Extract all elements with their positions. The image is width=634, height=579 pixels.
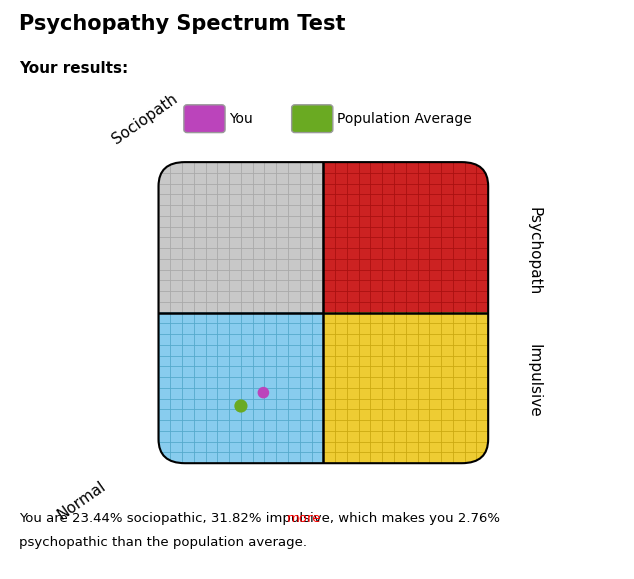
Text: Psychopath: Psychopath bbox=[527, 207, 542, 295]
Text: Psychopathy Spectrum Test: Psychopathy Spectrum Test bbox=[19, 14, 346, 35]
Text: Your results:: Your results: bbox=[19, 61, 128, 76]
Text: Population Average: Population Average bbox=[337, 112, 472, 126]
Text: You are 23.44% sociopathic, 31.82% impulsive, which makes you 2.76%: You are 23.44% sociopathic, 31.82% impul… bbox=[19, 512, 504, 525]
Text: Impulsive: Impulsive bbox=[527, 345, 542, 418]
Text: Normal: Normal bbox=[55, 478, 109, 522]
Text: Sociopath: Sociopath bbox=[109, 91, 180, 147]
Text: psychopathic than the population average.: psychopathic than the population average… bbox=[19, 536, 307, 548]
Point bbox=[258, 388, 268, 397]
Text: You: You bbox=[230, 112, 253, 126]
Point bbox=[236, 401, 246, 411]
Text: more: more bbox=[287, 512, 321, 525]
